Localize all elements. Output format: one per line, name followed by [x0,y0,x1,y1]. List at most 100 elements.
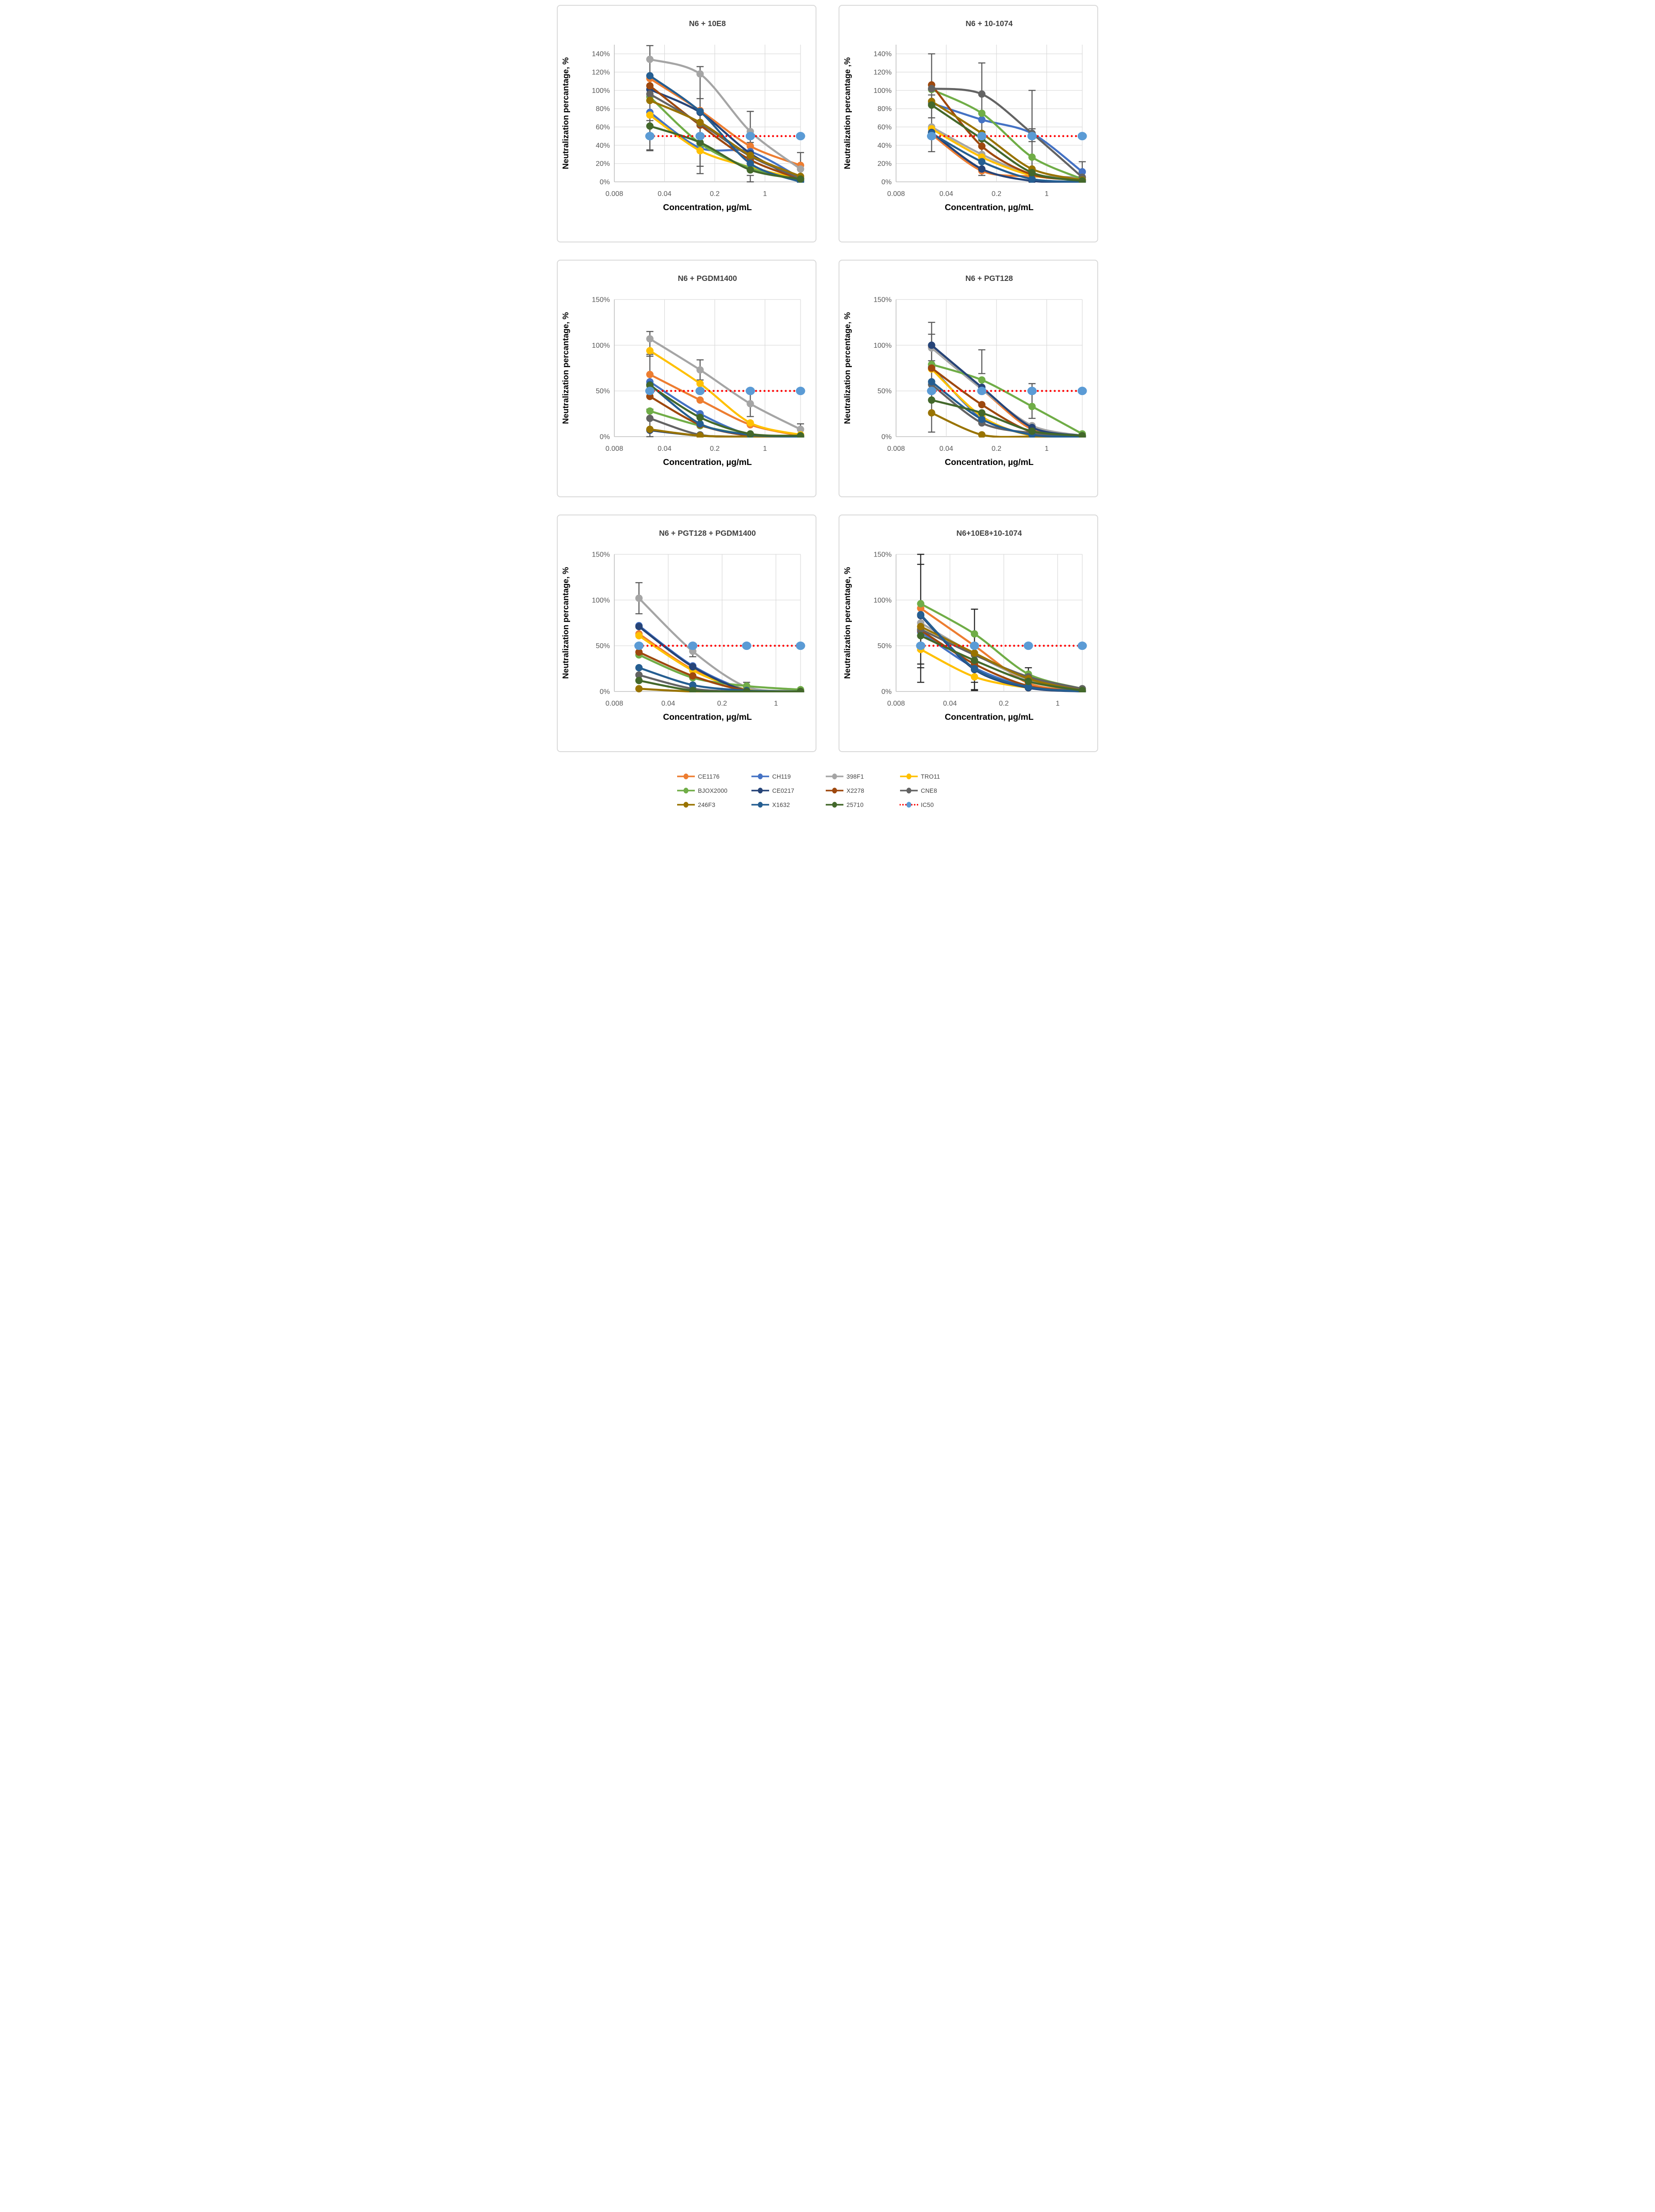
legend-marker-icon-CE0217 [751,787,769,794]
legend-marker-icon-IC50 [900,802,918,808]
series-group [645,55,805,183]
legend-label: BJOX2000 [698,787,728,794]
legend-item-BJOX2000: BJOX2000 [677,787,747,795]
x-tick-label: 0.008 [887,445,904,453]
legend-item-CNE8: CNE8 [900,787,969,795]
chart-svg-5: N6+10E8+10-1074 Neutralization percantage… [843,529,1087,722]
y-tick-label: 80% [877,105,891,113]
error-bars [646,45,804,183]
chart-panel-n6-pgt128: N6 + PGT128 Neutralization percentage, % C… [838,260,1098,497]
grid [613,554,801,692]
y-axis-title: Neutralization percantage ,% [843,58,852,169]
y-tick-label: 100% [873,87,892,95]
series-group [927,81,1087,183]
legend-item-X2278: X2278 [825,787,895,795]
neutralization-figure: N6 + 10E8 Neutralization percantage, % Con… [552,0,1103,822]
chart-title: N6 + PGT128 [965,274,1013,283]
legend-item-X1632: X1632 [751,801,821,809]
y-tick-label: 0% [599,179,609,186]
chart-panel-n6-pgdm1400: N6 + PGDM1400 Neutralization percantage, … [556,260,816,497]
legend-label: CE0217 [772,787,794,794]
series-IC50 [645,387,805,396]
y-tick-label: 100% [592,87,610,95]
x-tick-label: 0.008 [605,445,623,453]
x-tick-label: 0.2 [999,700,1008,707]
x-axis-title: Concentration, µg/mL [945,712,1034,722]
x-tick-label: 0.008 [605,190,623,198]
chart-title: N6+10E8+10-1074 [956,529,1022,538]
y-tick-label: 0% [881,688,891,696]
charts-grid: N6 + 10E8 Neutralization percantage, % Con… [556,5,1099,752]
series-BJOX2000 [927,85,1086,183]
legend-label: 398F1 [847,773,864,780]
y-axis-title: Neutralization percantage, % [843,567,852,679]
series-25710 [635,676,804,692]
chart-svg-0: N6 + 10E8 Neutralization percantage, % Con… [561,19,805,212]
legend-item-CH119: CH119 [751,772,821,780]
legend-marker-icon-CNE8 [900,787,918,794]
series-IC50 [927,132,1087,141]
series-IC50 [927,387,1087,396]
chart-title: N6 + PGT128 + PGDM1400 [659,529,756,538]
legend-marker-icon-BJOX2000 [677,787,695,794]
legend-item-25710: 25710 [825,801,895,809]
series-25710 [927,396,1086,438]
legend-marker-icon-25710 [826,802,843,808]
legend-label: CNE8 [921,787,937,794]
y-tick-label: 120% [592,69,610,77]
x-tick-label: 0.04 [657,190,671,198]
y-tick-label: 40% [877,142,891,150]
chart-svg-3: N6 + PGT128 Neutralization percentage, % C… [843,274,1087,467]
series-group [645,335,805,438]
y-tick-label: 80% [595,105,609,113]
x-tick-label: 0.04 [943,700,957,707]
y-tick-label: 50% [595,388,609,395]
y-tick-label: 60% [595,124,609,131]
x-axis-title: Concentration, µg/mL [663,457,752,467]
y-tick-label: 100% [873,342,892,349]
series-group [916,600,1087,692]
x-axis-title: Concentration, µg/mL [663,203,752,212]
y-tick-label: 120% [873,69,892,77]
x-tick-label: 0.04 [939,445,953,453]
x-tick-label: 0.04 [657,445,671,453]
x-tick-label: 1 [763,190,767,198]
legend-marker-icon-246F3 [677,802,695,808]
y-tick-label: 150% [873,551,892,559]
x-tick-label: 0.2 [709,445,719,453]
x-tick-label: 1 [774,700,778,707]
y-tick-label: 100% [873,597,892,604]
legend-item-IC50: IC50 [900,801,969,809]
y-axis-title: Neutralization percantage, % [561,58,570,169]
grid [613,45,801,182]
chart-panel-n6-10-1074: N6 + 10-1074 Neutralization percantage ,%… [838,5,1098,242]
y-tick-label: 50% [877,388,891,395]
y-tick-label: 60% [877,124,891,131]
series-X1632 [916,611,1086,692]
legend-label: CH119 [772,773,791,780]
y-tick-label: 140% [873,50,892,58]
x-tick-label: 1 [763,445,767,453]
series-25710 [646,122,804,183]
y-tick-label: 20% [595,160,609,168]
chart-panel-n6-10e8: N6 + 10E8 Neutralization percantage, % Con… [556,5,816,242]
series-IC50 [634,641,805,650]
y-tick-label: 150% [592,551,610,559]
legend-item-TRO11: TRO11 [900,772,969,780]
series-25710 [916,632,1086,692]
x-axis-title: Concentration, µg/mL [945,203,1034,212]
legend-label: IC50 [921,801,934,808]
y-tick-label: 0% [881,434,891,441]
legend-label: X1632 [772,801,790,808]
legend-label: X2278 [847,787,865,794]
legend-marker-icon-CE1176 [677,773,695,780]
series-group [634,594,805,692]
chart-legend: CE1176 CH119 398F1 TRO11 BJOX2000 CE0217 X2278… [677,772,978,809]
x-tick-label: 0.008 [887,700,904,707]
legend-marker-icon-X2278 [826,787,843,794]
chart-svg-2: N6 + PGDM1400 Neutralization percantage, … [561,274,805,467]
series-398F1 [646,335,804,433]
series-IC50 [916,641,1087,650]
x-tick-label: 0.04 [661,700,675,707]
legend-marker-icon-CH119 [751,773,769,780]
